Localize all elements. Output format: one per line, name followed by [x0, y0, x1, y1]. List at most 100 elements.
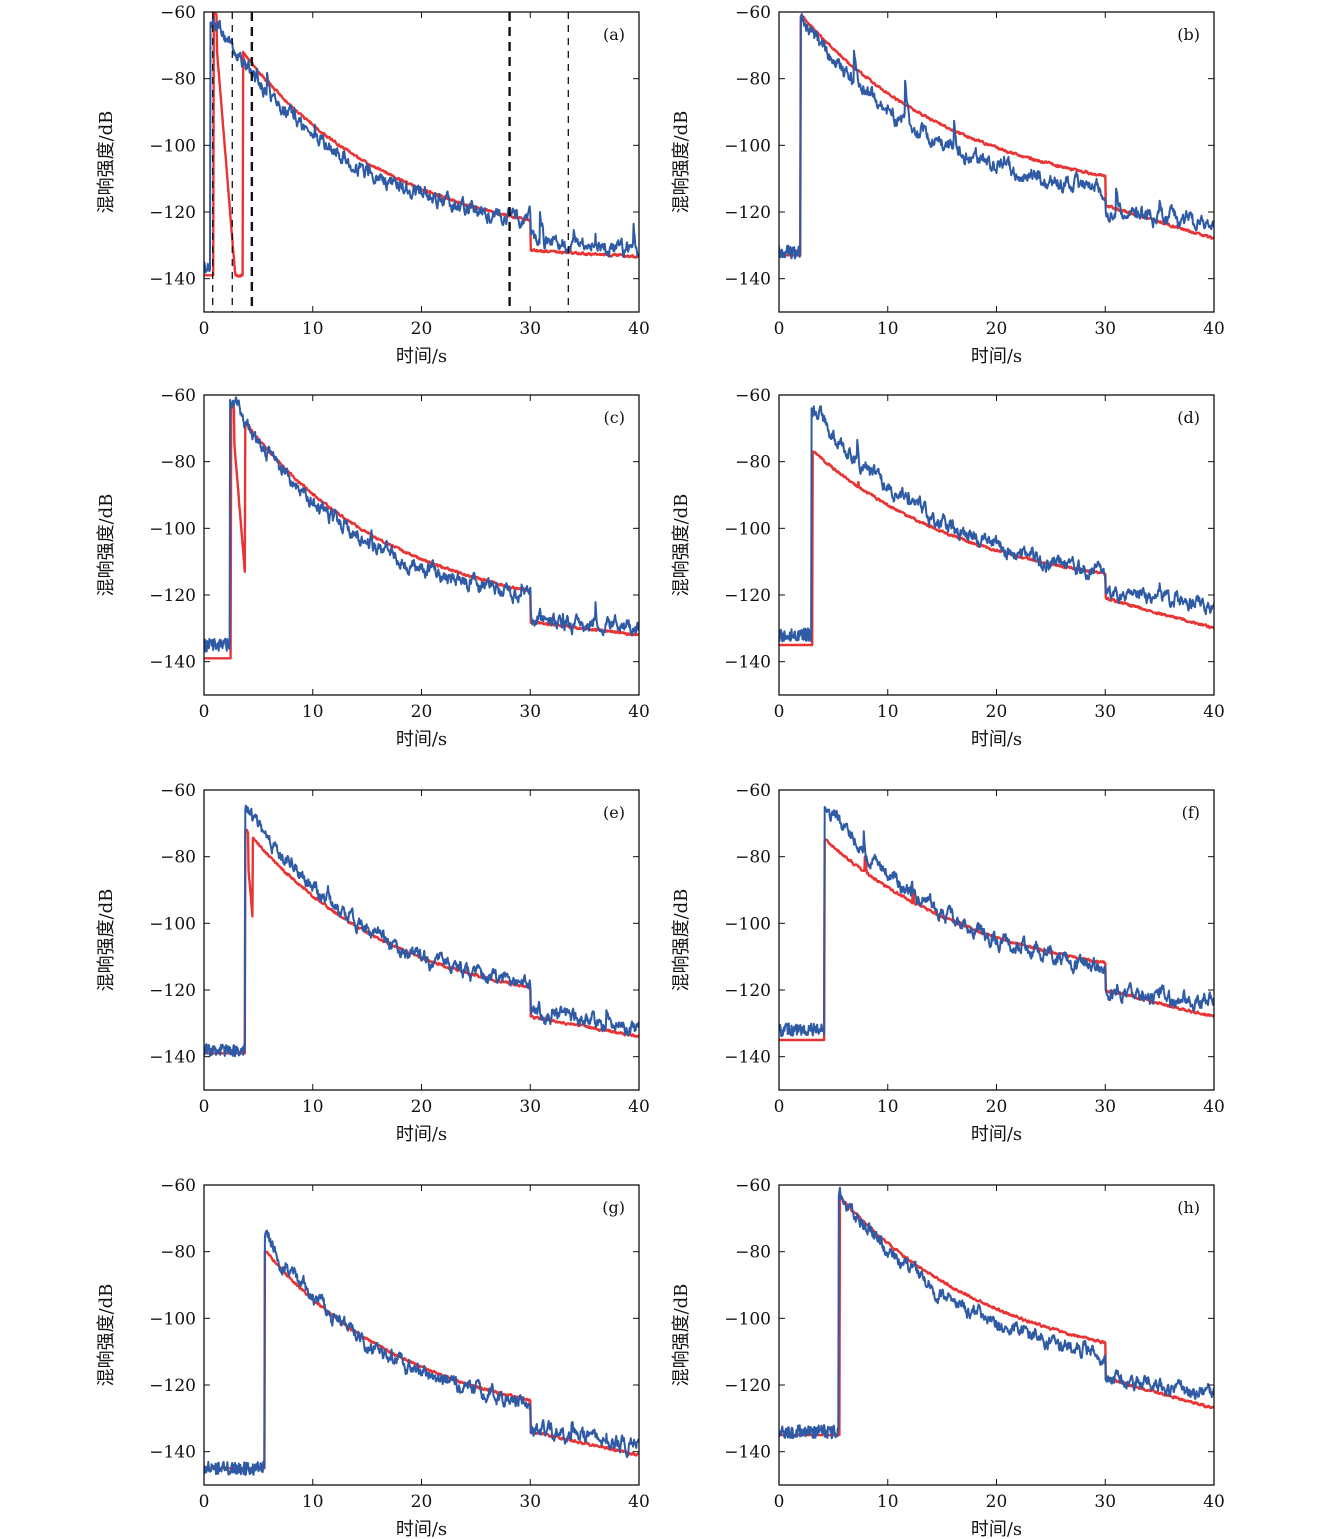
y-tick-label: −140	[724, 1443, 771, 1463]
y-tick-label: −60	[160, 386, 196, 406]
plot-area	[204, 12, 639, 278]
plot-area	[779, 805, 1214, 1042]
y-tick-label: −120	[724, 981, 771, 1001]
y-tick-label: −80	[735, 70, 771, 90]
plot-area	[779, 405, 1214, 647]
x-tick-label: 10	[302, 319, 324, 339]
y-tick-label: −80	[735, 453, 771, 473]
x-tick-label: 20	[411, 319, 433, 339]
y-axis-title: 混响强度/dB	[671, 1284, 692, 1387]
y-tick-label: −120	[724, 1376, 771, 1396]
chart-panel-b: 0 10 20 30 40 −60 −80 −100 −120 −140 时间/s 混响强度/dB (b…	[671, 3, 1225, 367]
x-tick-label: 30	[519, 319, 541, 339]
x-axis-title: 时间/s	[396, 1519, 447, 1539]
x-tick-label: 30	[1094, 1097, 1116, 1117]
y-tick-label: −100	[149, 914, 196, 934]
x-axis-title: 时间/s	[396, 729, 447, 750]
axes-frame	[778, 1184, 1215, 1486]
y-tick-label: −60	[160, 1176, 196, 1196]
y-tick-label: −60	[160, 781, 196, 801]
x-tick-label: 30	[1094, 702, 1116, 722]
y-tick-label: −140	[724, 270, 771, 290]
y-axis-title: 混响强度/dB	[96, 889, 117, 992]
y-tick-label: −60	[160, 3, 196, 23]
y-axis-title: 混响强度/dB	[96, 494, 117, 597]
panel-label: (c)	[604, 408, 625, 427]
x-axis-title: 时间/s	[396, 346, 447, 367]
panel-label: (g)	[602, 1198, 625, 1217]
x-tick-label: 20	[986, 1492, 1008, 1512]
x-tick-label: 30	[519, 1492, 541, 1512]
x-tick-label: 0	[199, 1492, 210, 1512]
x-tick-label: 30	[519, 1097, 541, 1117]
series-measured-line	[779, 405, 1214, 643]
x-tick-label: 20	[411, 1492, 433, 1512]
axes-frame	[203, 394, 640, 696]
chart-panel-e: 0 10 20 30 40 −60 −80 −100 −120 −140 时间/s 混响强度/dB (e…	[96, 781, 650, 1145]
x-tick-label: 0	[774, 1097, 785, 1117]
y-tick-label: −140	[724, 653, 771, 673]
axes-frame	[203, 11, 640, 313]
x-axis-title: 时间/s	[971, 346, 1022, 367]
y-tick-label: −100	[724, 136, 771, 156]
x-tick-label: 10	[302, 702, 324, 722]
x-tick-label: 20	[986, 702, 1008, 722]
x-tick-label: 40	[1203, 1492, 1225, 1512]
y-tick-label: −100	[149, 136, 196, 156]
y-tick-label: −80	[735, 848, 771, 868]
plot-area	[779, 13, 1214, 260]
x-tick-label: 30	[1094, 1492, 1116, 1512]
series-simulated-line	[204, 404, 639, 660]
series-measured-line	[779, 1186, 1214, 1440]
y-axis-title: 混响强度/dB	[671, 111, 692, 214]
chart-panel-a: 0 10 20 30 40 −60 −80 −100 −120 −140 时间/s 混响强度/dB (a…	[96, 3, 650, 367]
series-simulated-line	[779, 1196, 1214, 1437]
chart-panel-c: 0 10 20 30 40 −60 −80 −100 −120 −140 时间/s 混响强度/dB (c…	[96, 386, 650, 750]
plot-area	[204, 396, 639, 660]
y-tick-label: −100	[149, 1309, 196, 1329]
y-tick-label: −140	[149, 1443, 196, 1463]
y-tick-label: −120	[149, 203, 196, 223]
x-tick-label: 10	[877, 1492, 899, 1512]
x-tick-label: 10	[302, 1492, 324, 1512]
x-axis-title: 时间/s	[971, 729, 1022, 750]
series-measured-line	[779, 13, 1214, 260]
series-simulated-line	[204, 1249, 639, 1470]
chart-panel-f: 0 10 20 30 40 −60 −80 −100 −120 −140 时间/s 混响强度/dB (f…	[671, 781, 1225, 1145]
y-tick-label: −60	[735, 781, 771, 801]
x-tick-label: 0	[199, 702, 210, 722]
y-tick-label: −60	[735, 1176, 771, 1196]
y-tick-label: −100	[149, 519, 196, 539]
y-axis-title: 混响强度/dB	[96, 1284, 117, 1387]
x-axis-title: 时间/s	[396, 1124, 447, 1145]
plot-area	[779, 1186, 1214, 1440]
y-tick-label: −140	[149, 270, 196, 290]
x-tick-label: 30	[1094, 319, 1116, 339]
y-tick-label: −60	[735, 386, 771, 406]
y-tick-label: −100	[724, 914, 771, 934]
chart-panel-h: 0 10 20 30 40 −60 −80 −100 −120 −140 时间/s 混响强度/dB (h…	[671, 1176, 1225, 1539]
y-tick-label: −100	[724, 1309, 771, 1329]
x-tick-label: 20	[411, 702, 433, 722]
x-tick-label: 20	[986, 1097, 1008, 1117]
x-tick-label: 40	[628, 1097, 650, 1117]
series-measured-line	[204, 804, 639, 1058]
x-axis-title: 时间/s	[971, 1519, 1022, 1539]
y-tick-label: −80	[160, 70, 196, 90]
y-tick-label: −80	[160, 1243, 196, 1263]
y-tick-label: −120	[149, 981, 196, 1001]
y-tick-label: −80	[160, 453, 196, 473]
x-tick-label: 20	[986, 319, 1008, 339]
x-tick-label: 10	[877, 702, 899, 722]
y-axis-title: 混响强度/dB	[671, 494, 692, 597]
series-simulated-line	[779, 14, 1214, 257]
panel-label: (b)	[1177, 25, 1200, 44]
y-tick-label: −120	[724, 586, 771, 606]
series-measured-line	[204, 396, 639, 653]
x-tick-label: 40	[1203, 1097, 1225, 1117]
series-measured-line	[779, 805, 1214, 1038]
panel-label: (f)	[1182, 803, 1200, 822]
plot-area	[204, 1229, 639, 1476]
x-tick-label: 40	[1203, 702, 1225, 722]
